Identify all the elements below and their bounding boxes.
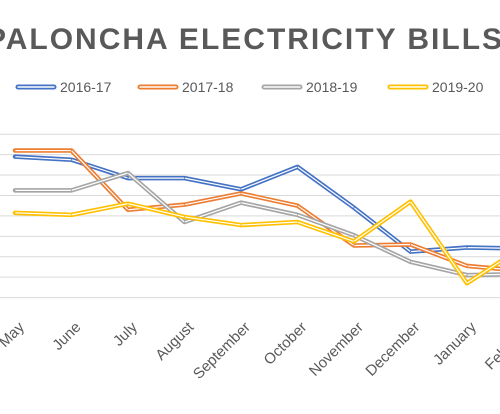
- data-point: [353, 244, 355, 247]
- data-point: [240, 188, 242, 190]
- x-tick-label: January: [430, 318, 480, 368]
- x-tick-label: October: [261, 319, 311, 369]
- data-point: [70, 159, 73, 161]
- legend-item: 2018-19: [261, 79, 358, 95]
- legend-label: 2018-19: [306, 79, 358, 95]
- data-point: [466, 274, 468, 276]
- data-point: [466, 265, 468, 267]
- data-point: [240, 192, 242, 195]
- data-point: [70, 214, 73, 216]
- series-line-inner: [14, 201, 500, 284]
- data-point: [240, 224, 242, 226]
- data-point: [127, 203, 129, 205]
- chart-title: PALONCHA ELECTRICITY BILLS: [0, 23, 500, 56]
- series-line-inner: [14, 156, 500, 253]
- data-point: [70, 189, 73, 191]
- series-lines: [12, 148, 500, 286]
- legend-item: 2017-18: [137, 79, 234, 95]
- legend: 2016-17 2017-18 2018-19 2019-20: [15, 79, 484, 95]
- data-point: [353, 207, 355, 209]
- data-point: [353, 240, 355, 243]
- data-point: [466, 282, 468, 284]
- data-point: [183, 216, 186, 218]
- data-point: [183, 177, 186, 179]
- series-line-inner: [14, 172, 500, 276]
- x-tick-label: February: [482, 318, 500, 373]
- data-point: [296, 214, 299, 216]
- data-point: [127, 177, 129, 179]
- data-point: [353, 234, 355, 236]
- legend-item: 2016-17: [15, 79, 112, 95]
- data-point: [296, 205, 299, 207]
- data-point: [409, 251, 412, 253]
- data-point: [70, 149, 73, 152]
- legend-item: 2019-20: [387, 79, 484, 95]
- series-line-outer: [12, 199, 500, 286]
- data-point: [14, 212, 16, 214]
- data-point: [14, 156, 16, 158]
- legend-label: 2016-17: [60, 79, 112, 95]
- x-tick-label: August: [152, 318, 198, 364]
- x-tick-label: November: [306, 319, 367, 380]
- x-tick-label: December: [362, 319, 423, 380]
- x-tick-label: July: [110, 318, 141, 349]
- data-point: [409, 201, 412, 203]
- data-point: [409, 243, 412, 246]
- data-point: [409, 261, 412, 263]
- data-point: [183, 204, 186, 206]
- data-point: [296, 166, 299, 168]
- x-tick-label: May: [0, 318, 28, 350]
- data-point: [127, 209, 129, 211]
- data-point: [14, 189, 16, 191]
- data-point: [183, 221, 186, 223]
- legend-label: 2019-20: [432, 79, 484, 95]
- legend-label: 2017-18: [182, 79, 234, 95]
- data-point: [240, 202, 242, 204]
- x-tick-label: September: [190, 319, 254, 383]
- series-line: [12, 170, 500, 278]
- series-line: [12, 199, 500, 286]
- data-point: [466, 246, 468, 249]
- x-tick-label: June: [49, 319, 84, 354]
- series-line: [12, 154, 500, 254]
- data-point: [14, 149, 16, 152]
- data-point: [296, 221, 299, 223]
- data-point: [127, 172, 129, 174]
